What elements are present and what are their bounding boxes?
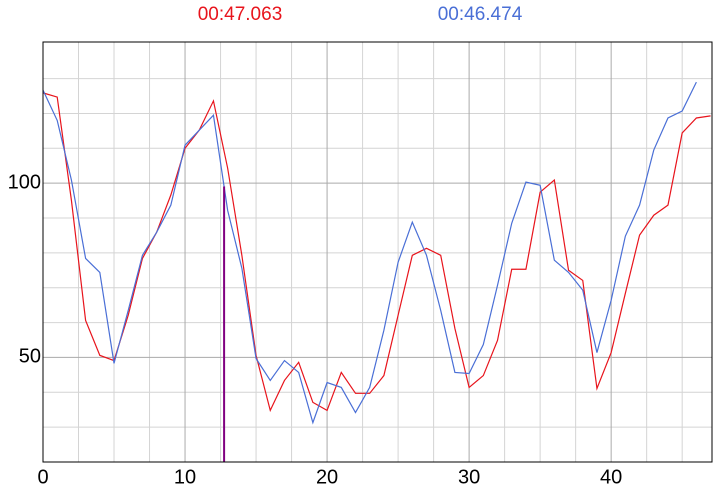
x-tick-label: 10 [174, 466, 196, 488]
y-tick-label: 100 [8, 171, 41, 193]
x-tick-label: 40 [600, 466, 622, 488]
plot-frame [42, 41, 713, 463]
x-tick-label: 30 [458, 466, 480, 488]
legend-entry: 00:46.474 [438, 4, 523, 25]
x-tick-label: 20 [316, 466, 338, 488]
data-line [42, 81, 697, 425]
data-line [42, 92, 711, 413]
legend-entry: 00:47.063 [198, 4, 283, 25]
y-tick-label: 50 [19, 346, 41, 368]
x-tick-label: 0 [37, 466, 48, 488]
